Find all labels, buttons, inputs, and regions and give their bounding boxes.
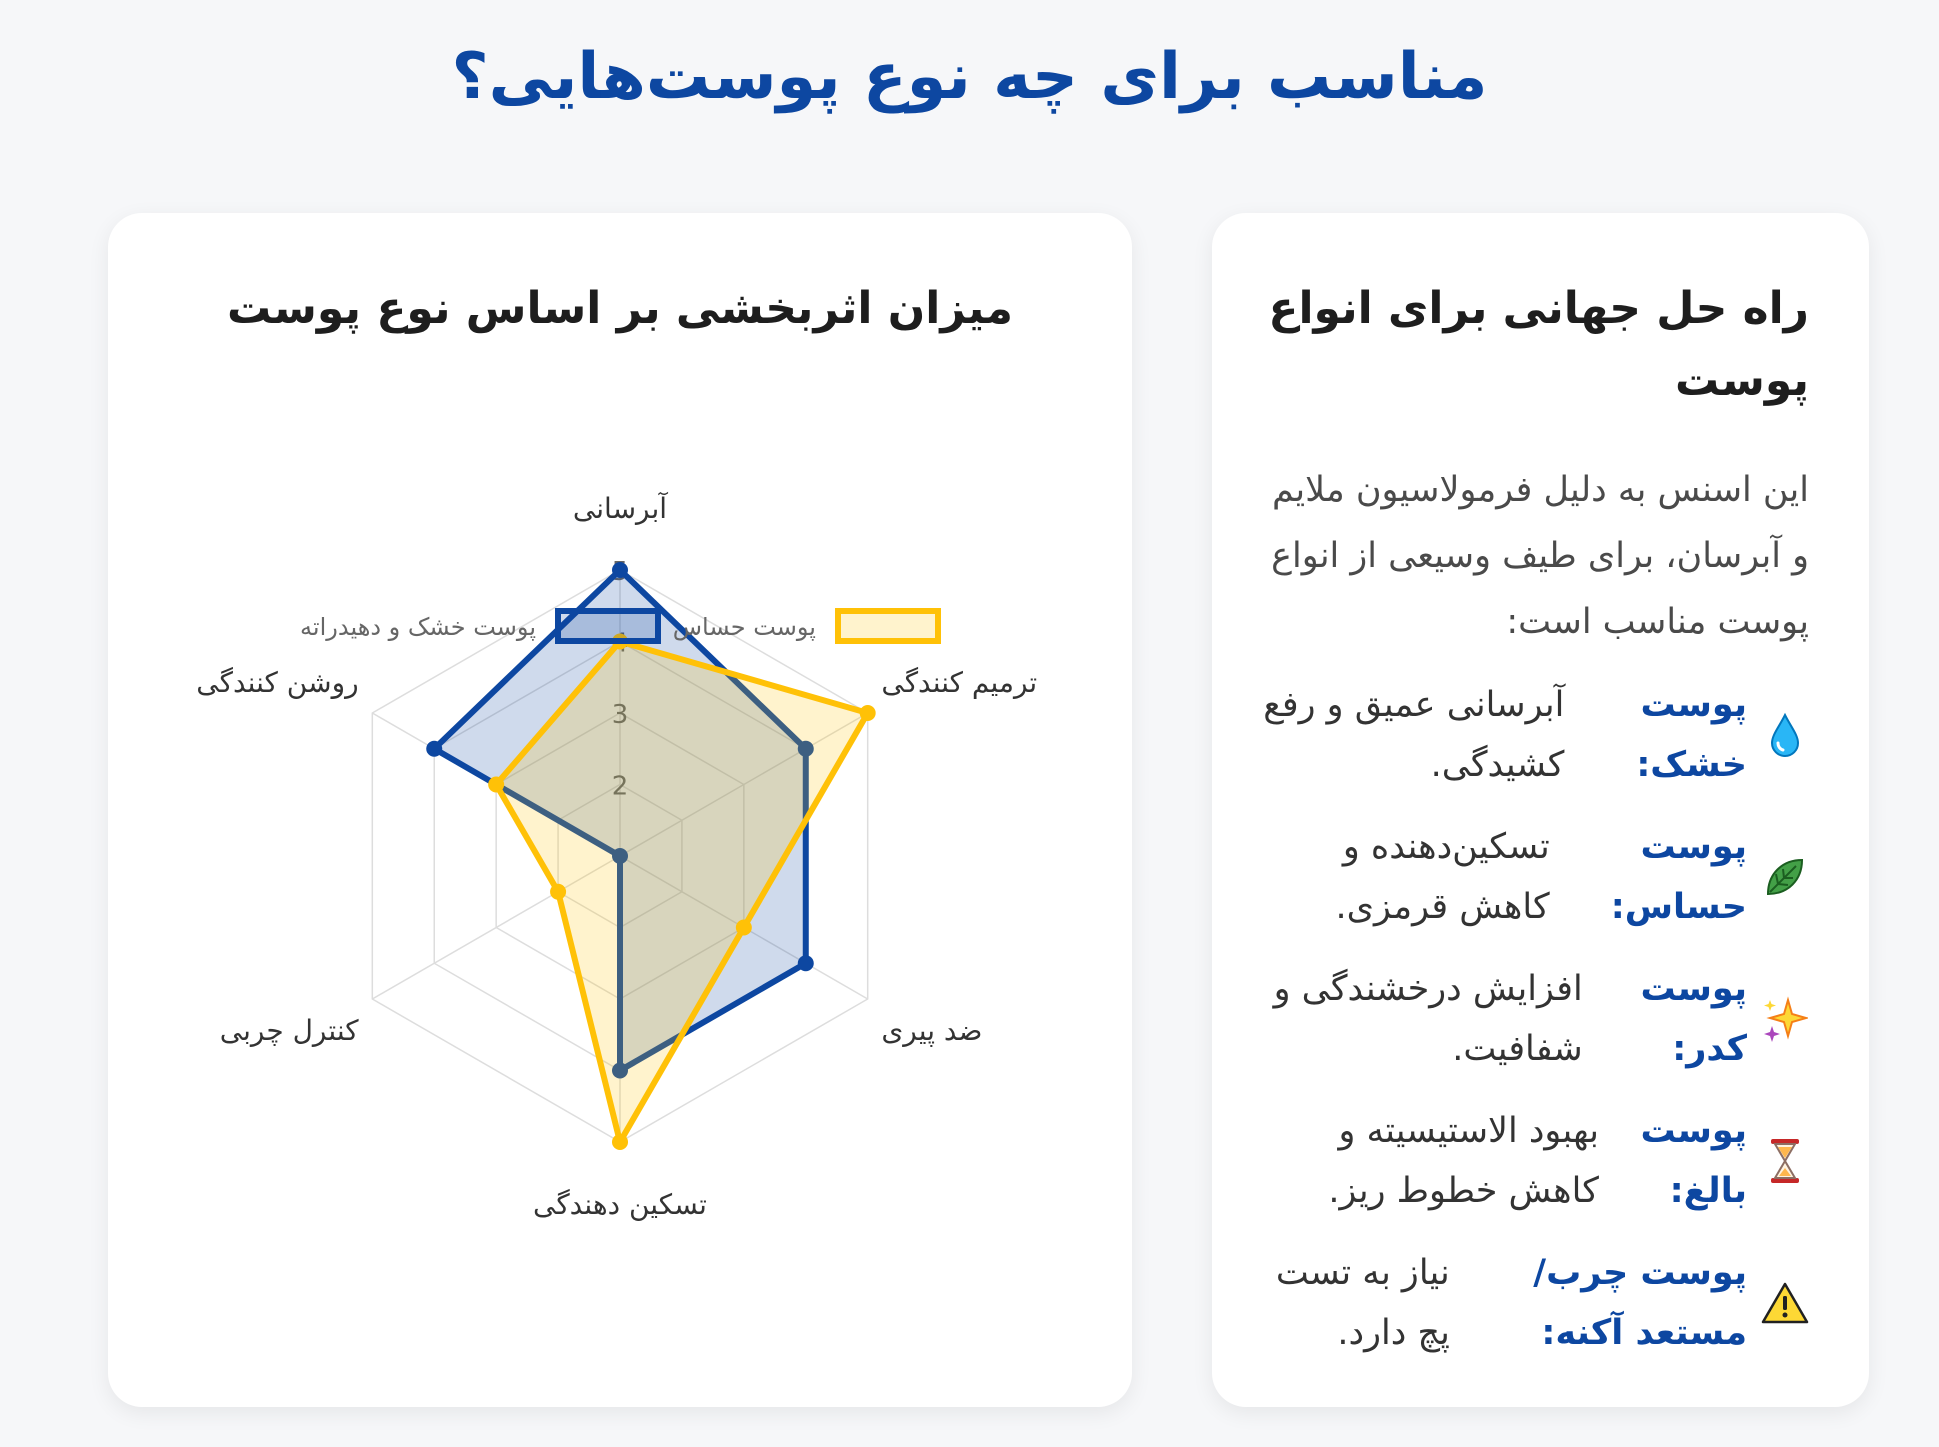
category-label: تسکین دهندگی (533, 1188, 707, 1221)
category-label: ضد پیری (881, 1014, 982, 1047)
hourglass-icon (1761, 1137, 1809, 1185)
category-label: آبرسانی (573, 492, 668, 525)
info-card: راه حل جهانی برای انواع پوست این اسنس به… (1212, 213, 1869, 1407)
tick-label: 2 (612, 772, 629, 802)
data-point (859, 705, 876, 721)
data-point (488, 776, 505, 793)
warning-icon (1761, 1281, 1809, 1325)
grid-spoke (619, 712, 869, 857)
skin-description: افزایش درخشندگی و شفافیت. (1273, 969, 1583, 1069)
skin-type-list: پوست خشک: آبرسانی عمیق و رفع کشیدگی. پوس… (1256, 675, 1809, 1363)
info-title: راه حل جهانی برای انواع پوست (1268, 283, 1809, 406)
list-item: پوست چرب/مستعد آکنه: نیاز به تست پچ دارد… (1256, 1243, 1809, 1363)
data-point (735, 919, 752, 936)
skin-description: تسکین‌دهنده و کاهش قرمزی. (1335, 827, 1550, 927)
skin-description: آبرسانی عمیق و رفع کشیدگی. (1263, 685, 1565, 785)
list-item: پوست کدر: افزایش درخشندگی و شفافیت. (1256, 959, 1809, 1079)
sparkles-icon (1761, 996, 1809, 1042)
herb-leaf-icon (1761, 854, 1809, 900)
list-item: پوست حساس: تسکین‌دهنده و کاهش قرمزی. (1256, 817, 1809, 937)
skin-label: پوست حساس: (1610, 827, 1747, 927)
legend-swatch (835, 608, 941, 644)
skin-label: پوست خشک: (1636, 685, 1747, 785)
data-point (612, 848, 628, 864)
skin-description: نیاز به تست پچ دارد. (1275, 1253, 1450, 1353)
data-point (797, 955, 814, 972)
tick-label: 3 (612, 700, 629, 730)
water-drop-icon (1761, 711, 1809, 759)
skin-description: بهبود الاستیسیته و کاهش خطوط ریز. (1328, 1111, 1599, 1211)
data-point (550, 883, 567, 900)
page-title: مناسب برای چه نوع پوست‌هایی؟ (451, 40, 1488, 114)
legend-label: پوست خشک و دهیدراته (300, 613, 536, 641)
data-point (797, 740, 814, 757)
list-item: پوست بالغ: بهبود الاستیسیته و کاهش خطوط … (1256, 1101, 1809, 1221)
data-point (612, 1134, 628, 1150)
data-point (426, 740, 443, 757)
legend-label: پوست حساس (673, 613, 816, 641)
skin-label: پوست کدر: (1640, 969, 1747, 1069)
legend-swatch (555, 608, 661, 644)
grid-spoke (371, 855, 621, 1000)
category-label: ترمیم کنندگی (881, 666, 1037, 699)
chart-title: میزان اثربخشی بر اساس نوع پوست (227, 283, 1013, 334)
list-item: پوست خشک: آبرسانی عمیق و رفع کشیدگی. (1256, 675, 1809, 795)
data-point (612, 1062, 628, 1079)
chart-card: میزان اثربخشی بر اساس نوع پوست 2345آبرسا… (108, 213, 1132, 1407)
skin-label: پوست چرب/مستعد آکنه: (1533, 1253, 1747, 1353)
data-point (612, 562, 628, 578)
category-label: روشن کنندگی (196, 666, 358, 699)
skin-label: پوست بالغ: (1640, 1111, 1747, 1211)
category-label: کنترل چربی (220, 1014, 359, 1047)
info-description: این اسنس به دلیل فرمولاسیون ملایم و آبرس… (1271, 470, 1809, 642)
